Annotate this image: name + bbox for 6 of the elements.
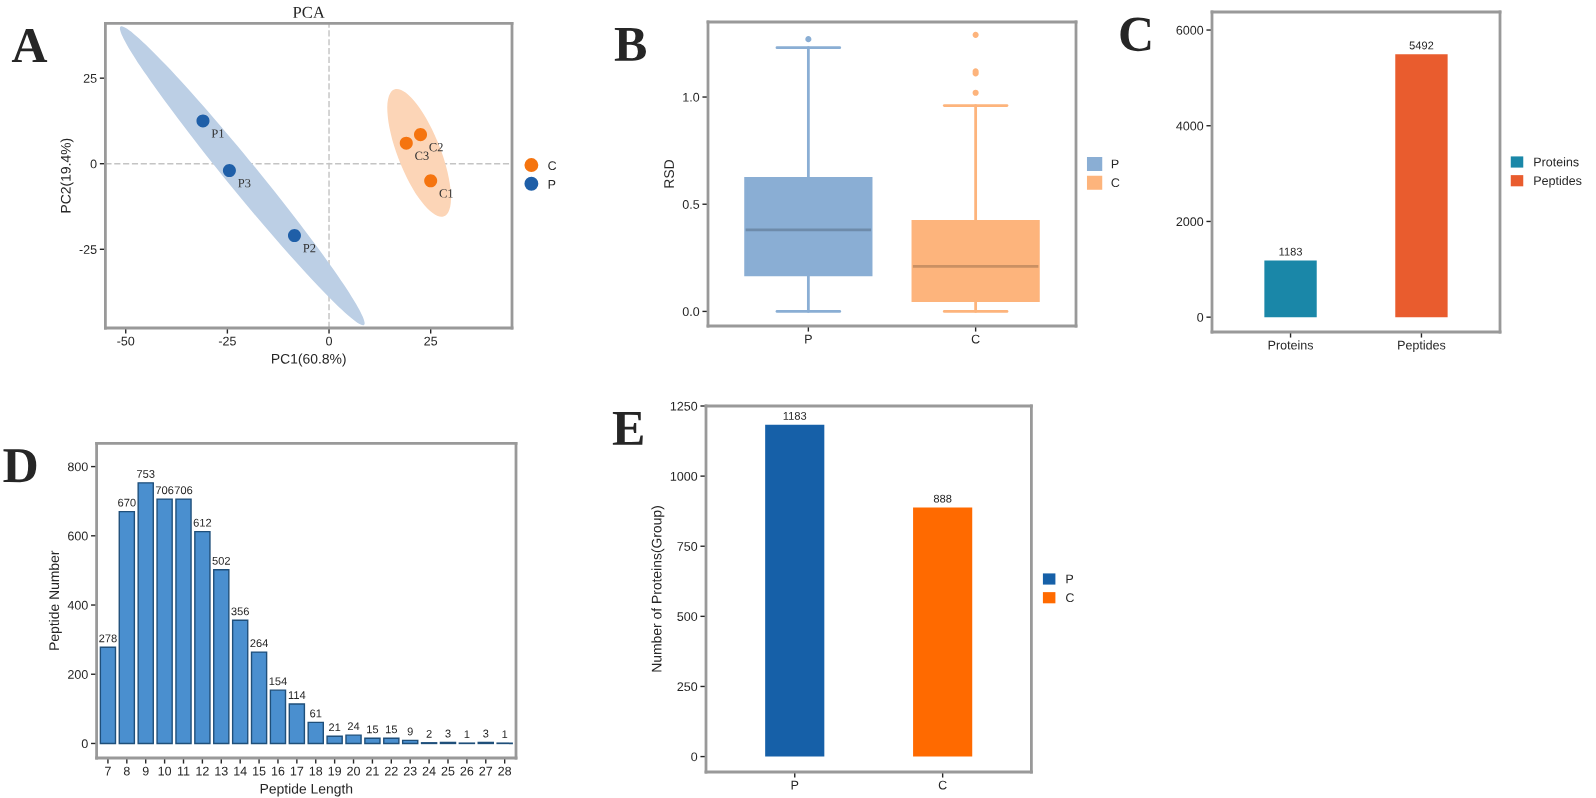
text: B: [614, 27, 646, 61]
text: D: [3, 449, 37, 483]
text: E: [612, 411, 643, 445]
chart-title: PCA: [292, 6, 325, 19]
text: A: [11, 29, 48, 63]
text: C: [1120, 17, 1151, 52]
